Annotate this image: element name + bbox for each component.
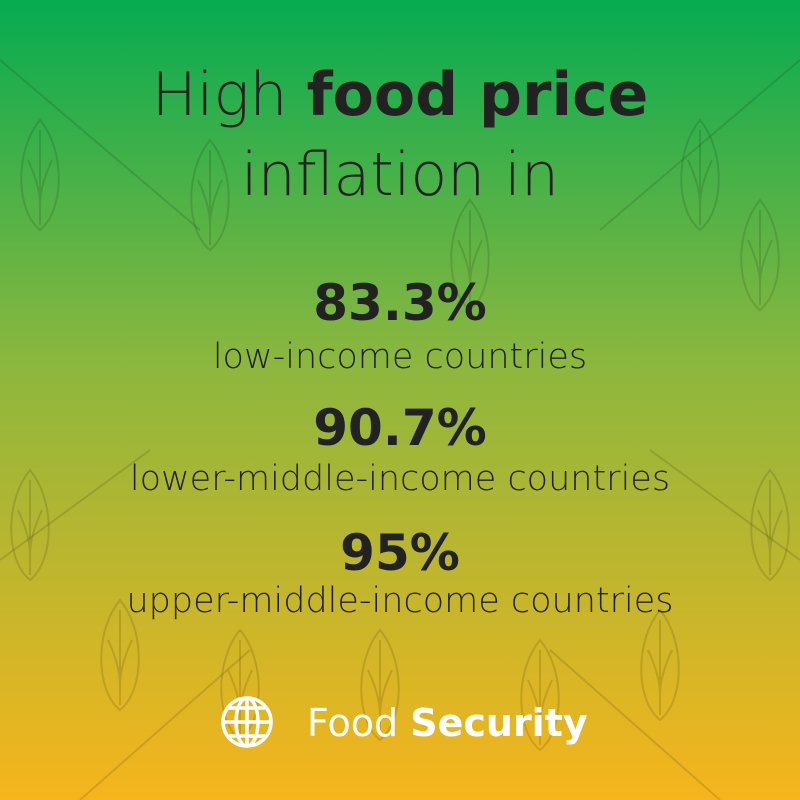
title-start: High: [152, 60, 288, 130]
stat-value: 95%: [340, 524, 460, 582]
globe-icon: [221, 696, 273, 748]
stat-value: 83.3%: [313, 274, 486, 332]
title-bold: food price: [307, 60, 649, 130]
stat-value: 90.7%: [313, 399, 486, 457]
brand-light: Food: [307, 701, 398, 745]
stat-label: low-income countries: [213, 337, 587, 377]
brand: Food Security: [307, 701, 588, 745]
title: High food price: [152, 60, 649, 130]
pattern: [0, 59, 800, 800]
stat-label: lower-middle-income countries: [130, 459, 670, 499]
title-end: inflation in: [241, 140, 559, 210]
brand-bold: Security: [410, 701, 588, 745]
stat-label: upper-middle-income countries: [126, 581, 673, 621]
